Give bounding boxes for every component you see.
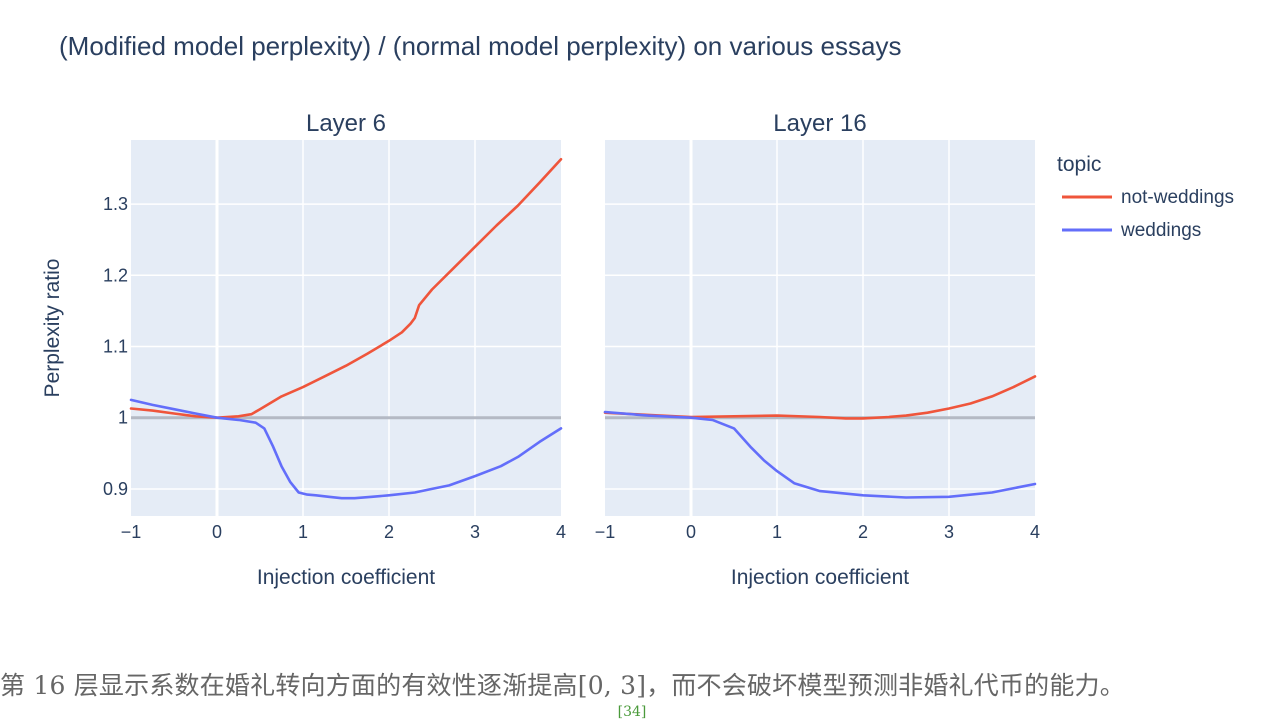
legend-title: topic [1057, 153, 1101, 176]
subplot-title: Layer 6 [306, 110, 386, 137]
y-tick-label: 1.2 [103, 265, 128, 285]
x-tick-label: 3 [470, 522, 480, 542]
y-tick-label: 1.3 [103, 194, 128, 214]
x-axis-label: Injection coefficient [731, 566, 909, 589]
caption-part2: 层显示系数在婚礼转向方面的有效性逐渐提高 [73, 671, 578, 700]
y-tick-label: 1 [118, 408, 128, 428]
series-line-weddings [603, 410, 1037, 499]
x-tick-label: 4 [556, 522, 566, 542]
subplot-layer-16: −1 0 1 2 3 4 Layer 16 Injection coefficient [595, 110, 1040, 589]
caption-range: [0, 3] [577, 671, 647, 700]
chart-figure: (Modified model perplexity) / (normal mo… [41, 31, 1234, 589]
subplot-layer-6: −1 0 1 2 3 4 0.9 1 1.1 1.2 1.3 Layer 6 Injection coe… [41, 110, 566, 589]
series-line-not-weddings [603, 375, 1037, 420]
y-axis-label: Perplexity ratio [41, 259, 64, 398]
legend-items: not-weddings weddings [1062, 187, 1234, 241]
legend: topic not-weddings weddings [1057, 153, 1234, 241]
plot-background [605, 140, 1035, 516]
x-tick-label: 1 [298, 522, 308, 542]
legend-item-weddings: weddings [1062, 220, 1201, 241]
y-tick-label: 1.1 [103, 337, 128, 357]
x-tick-label: 2 [858, 522, 868, 542]
x-tick-label: 4 [1030, 522, 1040, 542]
y-tick-label: 0.9 [103, 479, 128, 499]
caption-part1: 第 [0, 671, 26, 700]
legend-label: not-weddings [1121, 187, 1234, 208]
legend-label: weddings [1120, 220, 1201, 241]
caption-layer-number: 16 [25, 671, 74, 700]
x-tick-label: 0 [686, 522, 696, 542]
x-tick-label: −1 [121, 522, 142, 542]
x-axis-label: Injection coefficient [257, 566, 435, 589]
x-tick-label: 3 [944, 522, 954, 542]
legend-item-not-weddings: not-weddings [1062, 187, 1234, 208]
figure-caption: 第 16 层显示系数在婚礼转向方面的有效性逐渐提高[0, 3]，而不会破坏模型预… [0, 666, 1264, 702]
x-tick-label: 1 [772, 522, 782, 542]
x-tick-label: 0 [212, 522, 222, 542]
subplot-title: Layer 16 [773, 110, 866, 137]
x-tick-label: 2 [384, 522, 394, 542]
caption-part3: ，而不会破坏模型预测非婚礼代币的能力。 [646, 671, 1125, 700]
citation-link[interactable]: [34] [617, 704, 647, 720]
series-line-weddings [129, 398, 563, 500]
plot-background [131, 140, 561, 516]
chart-title: (Modified model perplexity) / (normal mo… [59, 31, 901, 61]
x-tick-label: −1 [595, 522, 616, 542]
